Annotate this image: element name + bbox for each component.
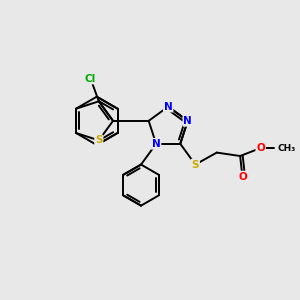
Text: S: S bbox=[95, 135, 103, 146]
Text: S: S bbox=[192, 160, 199, 170]
Text: CH₃: CH₃ bbox=[278, 143, 296, 152]
Text: Cl: Cl bbox=[85, 74, 96, 83]
Text: O: O bbox=[238, 172, 247, 182]
Text: O: O bbox=[256, 143, 265, 153]
Text: N: N bbox=[183, 116, 192, 126]
Text: N: N bbox=[152, 139, 161, 149]
Text: N: N bbox=[164, 102, 172, 112]
